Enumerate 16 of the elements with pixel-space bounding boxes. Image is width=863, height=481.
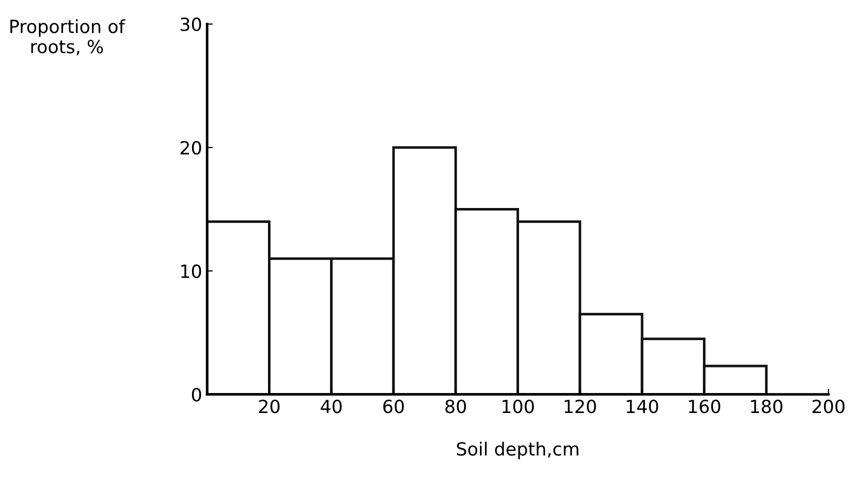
- y-tick-label: 30: [180, 18, 202, 32]
- x-axis-title: Soil depth,cm: [456, 442, 578, 460]
- y-tick-label: 10: [181, 264, 202, 278]
- x-tick-label: 160: [688, 400, 720, 414]
- x-tick-label: 140: [626, 400, 658, 414]
- x-tick-label: 20: [259, 400, 280, 414]
- x-tick-label: 40: [320, 400, 342, 414]
- y-tick-label: 20: [180, 140, 202, 155]
- x-tick-label: 100: [502, 400, 534, 414]
- x-tick-label: 200: [812, 400, 845, 414]
- x-tick-label: 180: [751, 400, 782, 414]
- x-tick-label: 120: [564, 400, 596, 414]
- x-tick-label: 80: [445, 400, 466, 414]
- y-axis-title: Proportion of roots, %: [10, 19, 126, 56]
- y-tick-label: 0: [192, 388, 202, 402]
- x-tick-label: 60: [383, 400, 404, 414]
